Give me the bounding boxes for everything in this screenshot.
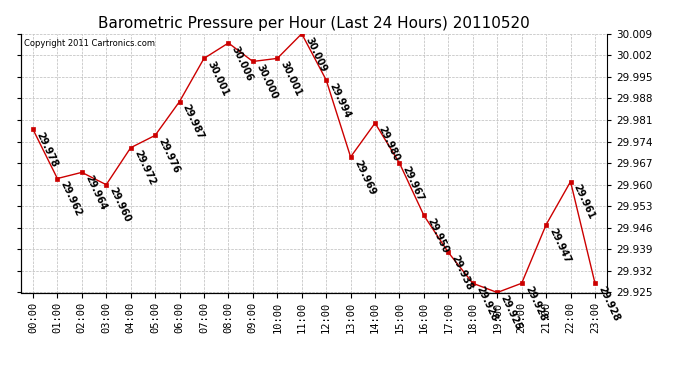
Text: 29.960: 29.960 [108, 186, 132, 224]
Text: 29.994: 29.994 [328, 81, 353, 120]
Text: 29.972: 29.972 [132, 149, 157, 188]
Text: 29.978: 29.978 [34, 130, 59, 169]
Text: Copyright 2011 Cartronics.com: Copyright 2011 Cartronics.com [23, 39, 155, 48]
Text: 30.009: 30.009 [303, 35, 328, 74]
Title: Barometric Pressure per Hour (Last 24 Hours) 20110520: Barometric Pressure per Hour (Last 24 Ho… [98, 16, 530, 31]
Text: 29.950: 29.950 [425, 217, 450, 255]
Text: 30.001: 30.001 [206, 60, 230, 98]
Text: 29.928: 29.928 [596, 285, 621, 323]
Text: 29.980: 29.980 [377, 124, 402, 163]
Text: 29.947: 29.947 [547, 226, 573, 264]
Text: 30.000: 30.000 [254, 63, 279, 101]
Text: 29.928: 29.928 [523, 285, 548, 323]
Text: 29.967: 29.967 [401, 165, 426, 203]
Text: 29.976: 29.976 [157, 137, 181, 175]
Text: 29.987: 29.987 [181, 103, 206, 141]
Text: 29.969: 29.969 [352, 158, 377, 196]
Text: 29.964: 29.964 [83, 174, 108, 212]
Text: 30.006: 30.006 [230, 44, 255, 82]
Text: 29.938: 29.938 [450, 254, 475, 292]
Text: 29.961: 29.961 [572, 183, 597, 221]
Text: 29.925: 29.925 [499, 294, 524, 332]
Text: 29.962: 29.962 [59, 180, 83, 218]
Text: 30.001: 30.001 [279, 60, 304, 98]
Text: 29.928: 29.928 [474, 285, 499, 323]
